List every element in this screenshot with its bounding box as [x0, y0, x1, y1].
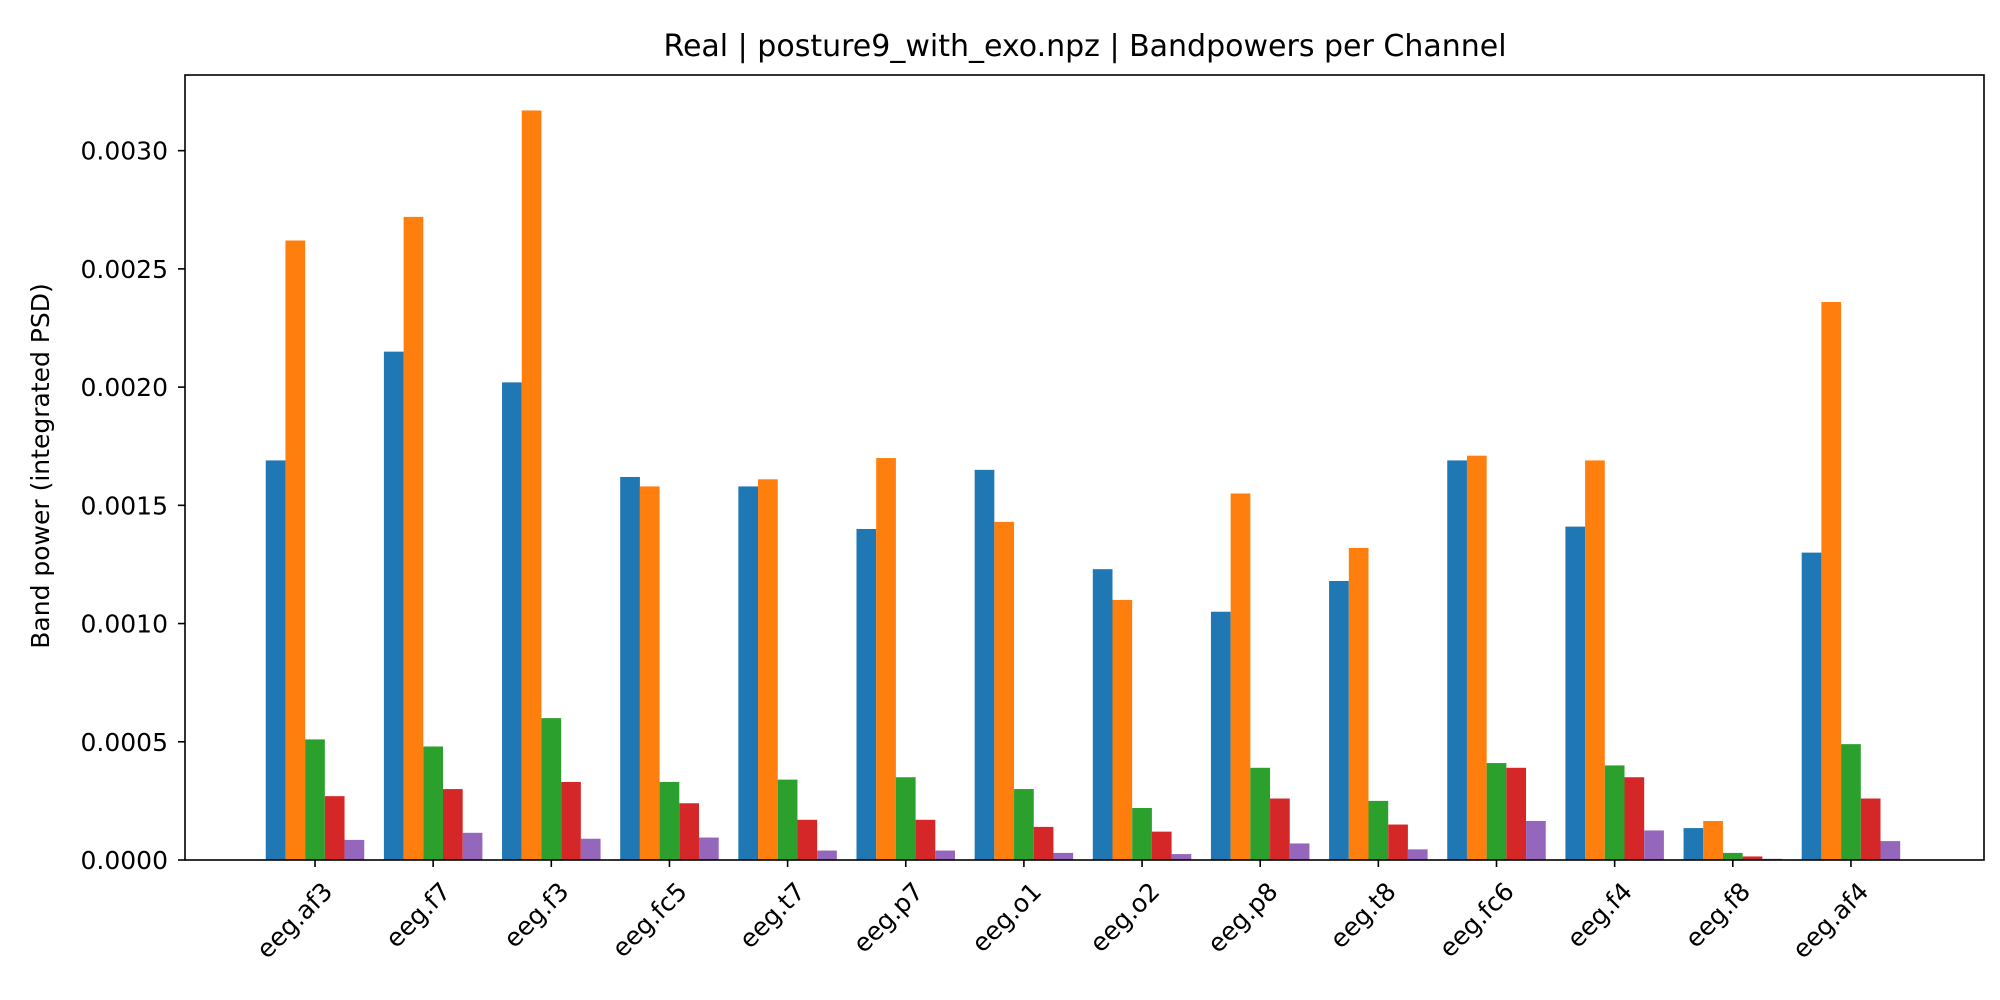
- y-tick-label: 0.0010: [81, 610, 168, 639]
- bar-eeg.f8-s1: [1683, 828, 1704, 860]
- bar-eeg.fc6-s3: [1486, 763, 1507, 860]
- bar-eeg.p7-s5: [935, 850, 955, 860]
- bar-eeg.af3-s2: [285, 240, 306, 860]
- y-tick-label: 0.0030: [81, 137, 168, 166]
- bar-eeg.p7-s2: [876, 458, 896, 860]
- plot-frame: [184, 74, 1985, 861]
- x-tick-label: eeg.f3: [498, 877, 575, 954]
- y-tick-label: 0.0005: [81, 728, 168, 757]
- bar-eeg.af4-s3: [1841, 744, 1861, 860]
- x-tick-label: eeg.o2: [1084, 877, 1165, 958]
- bar-eeg.o2-s5: [1171, 854, 1192, 860]
- x-tick-label: eeg.o1: [966, 877, 1047, 958]
- bar-eeg.f3-s1: [502, 382, 522, 860]
- bar-eeg.f8-s4: [1742, 856, 1763, 860]
- bar-eeg.o2-s4: [1151, 831, 1172, 860]
- bar-eeg.t8-s4: [1388, 824, 1408, 860]
- bar-eeg.fc5-s3: [659, 781, 680, 860]
- x-tick-label: eeg.p7: [847, 877, 929, 959]
- bar-eeg.fc5-s5: [699, 837, 719, 860]
- bar-eeg.f3-s3: [541, 718, 562, 860]
- bar-eeg.p8-s4: [1270, 798, 1290, 860]
- y-tick-label: 0.0000: [81, 846, 168, 875]
- bar-eeg.t7-s4: [797, 819, 818, 860]
- bar-eeg.f4-s1: [1565, 526, 1586, 860]
- bar-eeg.o2-s1: [1092, 569, 1113, 860]
- x-tick-label: eeg.fc6: [1433, 877, 1519, 963]
- bar-eeg.af3-s4: [324, 796, 345, 860]
- bar-eeg.t7-s3: [777, 779, 798, 860]
- bar-eeg.fc5-s2: [639, 486, 660, 860]
- bar-eeg.o1-s1: [974, 469, 995, 860]
- bar-eeg.o1-s4: [1033, 826, 1054, 860]
- bar-eeg.f4-s5: [1644, 830, 1664, 860]
- bar-eeg.p8-s3: [1250, 767, 1271, 860]
- bar-eeg.fc6-s5: [1526, 820, 1546, 860]
- y-tick-label: 0.0015: [81, 491, 168, 520]
- bar-eeg.f3-s4: [561, 781, 581, 860]
- bar-eeg.fc6-s1: [1447, 460, 1467, 860]
- bar-eeg.af3-s3: [305, 739, 325, 860]
- bar-eeg.p7-s4: [915, 819, 936, 860]
- x-tick-label: eeg.p8: [1202, 877, 1284, 959]
- bar-eeg.af4-s5: [1880, 841, 1901, 860]
- bars-group: [265, 110, 1901, 861]
- bar-eeg.f7-s3: [423, 746, 443, 860]
- y-tick-label: 0.0020: [81, 373, 168, 402]
- bar-eeg.t8-s1: [1329, 580, 1349, 860]
- bar-eeg.o1-s2: [994, 521, 1015, 860]
- bar-eeg.t8-s2: [1348, 547, 1369, 860]
- bar-eeg.f7-s2: [403, 216, 424, 860]
- bar-eeg.f7-s4: [443, 789, 463, 860]
- y-axis-label: Band power (integrated PSD): [26, 283, 55, 649]
- x-tick-label: eeg.f8: [1679, 877, 1756, 954]
- bar-eeg.f8-s3: [1722, 852, 1743, 860]
- bar-eeg.f7-s5: [462, 832, 483, 860]
- bar-eeg.fc5-s4: [679, 803, 699, 860]
- x-tick-label: eeg.fc5: [606, 877, 692, 963]
- x-tick-label: eeg.af3: [251, 877, 338, 964]
- x-axis-ticks: eeg.af3 eeg.f7 eeg.f3 eeg.fc5 eeg.t7 eeg.p7 ee…: [251, 860, 1874, 964]
- bar-eeg.af4-s2: [1821, 301, 1842, 860]
- bar-eeg.af3-s5: [344, 839, 365, 860]
- bar-eeg.o1-s5: [1053, 852, 1074, 860]
- bar-eeg.f3-s5: [580, 838, 601, 860]
- bar-eeg.f3-s2: [521, 110, 542, 861]
- bar-eeg.t8-s5: [1407, 849, 1428, 860]
- x-tick-label: eeg.f7: [380, 877, 457, 954]
- bar-eeg.f4-s4: [1624, 777, 1645, 860]
- bar-eeg.t8-s3: [1368, 800, 1389, 860]
- bar-eeg.t7-s2: [758, 479, 778, 860]
- bar-eeg.f8-s2: [1703, 820, 1723, 860]
- bar-eeg.af4-s1: [1801, 552, 1822, 860]
- bar-eeg.f7-s1: [383, 351, 404, 860]
- x-tick-label: eeg.t7: [734, 877, 811, 954]
- bar-eeg.f4-s2: [1585, 460, 1605, 860]
- bar-eeg.p8-s1: [1210, 611, 1231, 860]
- bar-eeg.f4-s3: [1604, 765, 1625, 860]
- bar-eeg.t7-s5: [817, 850, 837, 860]
- bar-eeg.fc6-s4: [1506, 767, 1527, 860]
- bar-eeg.p7-s3: [895, 777, 916, 860]
- bar-eeg.p8-s5: [1289, 843, 1310, 860]
- bar-eeg.fc5-s1: [620, 476, 640, 860]
- x-tick-label: eeg.af4: [1787, 877, 1874, 964]
- bar-eeg.o2-s3: [1132, 807, 1152, 860]
- chart-title: Real | posture9_with_exo.npz | Bandpower…: [663, 29, 1506, 64]
- x-tick-label: eeg.t8: [1324, 877, 1401, 954]
- bar-eeg.o1-s3: [1014, 789, 1034, 860]
- bar-eeg.af3-s1: [265, 460, 286, 860]
- y-axis-ticks: 0.0000 0.0005 0.0010 0.0015 0.0020 0.0025 0.00…: [81, 137, 185, 875]
- bar-eeg.fc6-s2: [1466, 455, 1487, 860]
- bar-eeg.o2-s2: [1112, 599, 1133, 860]
- x-tick-label: eeg.f4: [1561, 877, 1638, 954]
- bar-eeg.p8-s2: [1230, 493, 1251, 860]
- bar-eeg.t7-s1: [738, 486, 759, 860]
- bar-eeg.p7-s1: [856, 528, 877, 860]
- y-tick-label: 0.0025: [81, 255, 168, 284]
- bar-eeg.af4-s4: [1860, 798, 1881, 860]
